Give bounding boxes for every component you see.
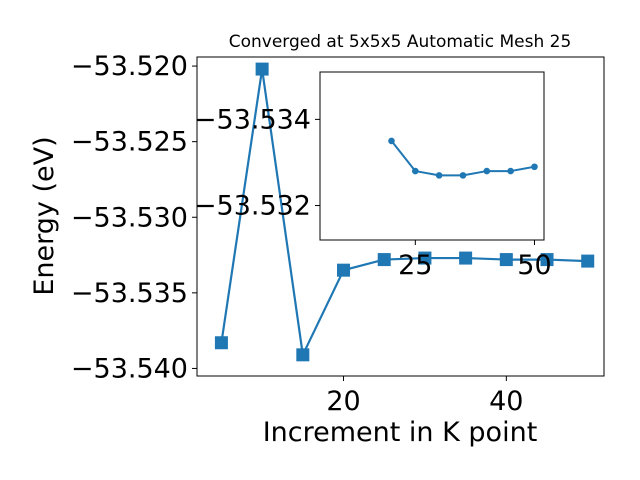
- y-tick-label: −53.520: [71, 51, 188, 82]
- inset-data-point-marker: [436, 172, 443, 179]
- y-tick-label: −53.535: [71, 278, 188, 309]
- inset-y-tick-label: −53.534: [194, 104, 311, 135]
- x-axis-label: Increment in K point: [263, 417, 538, 448]
- inset-data-point-marker: [388, 138, 395, 145]
- data-point-marker: [215, 336, 228, 349]
- inset-x-tick-label: 25: [398, 250, 432, 281]
- inset-data-point-marker: [507, 168, 514, 175]
- inset-y-ticks: −53.534 −53.532: [194, 104, 320, 221]
- inset-background: [320, 72, 544, 240]
- inset-data-point-marker: [460, 172, 467, 179]
- inset-data-point-marker: [412, 168, 419, 175]
- data-point-marker: [256, 63, 269, 76]
- main-x-ticks: 20 40: [326, 376, 523, 417]
- inset-x-tick-label: 50: [517, 250, 551, 281]
- inset-x-ticks: 25 50: [398, 240, 552, 281]
- y-axis-label: Energy (eV): [29, 136, 60, 295]
- main-y-ticks: −53.520 −53.525 −53.530 −53.535 −53.540: [71, 51, 197, 384]
- data-point-marker: [581, 255, 594, 268]
- inset-data-point-marker: [484, 168, 491, 175]
- x-tick-label: 20: [326, 386, 360, 417]
- inset-axes: 25 50 −53.534 −53.532: [194, 72, 552, 281]
- y-tick-label: −53.540: [71, 353, 188, 384]
- y-tick-label: −53.530: [71, 202, 188, 233]
- chart-title: Converged at 5x5x5 Automatic Mesh 25: [229, 32, 572, 52]
- y-tick-label: −53.525: [71, 127, 188, 158]
- inset-data-point-marker: [531, 163, 538, 170]
- data-point-marker: [500, 253, 513, 266]
- data-point-marker: [337, 264, 350, 277]
- data-point-marker: [378, 253, 391, 266]
- data-point-marker: [459, 252, 472, 265]
- inset-y-tick-label: −53.532: [194, 191, 311, 222]
- x-tick-label: 40: [489, 386, 523, 417]
- data-point-marker: [296, 348, 309, 361]
